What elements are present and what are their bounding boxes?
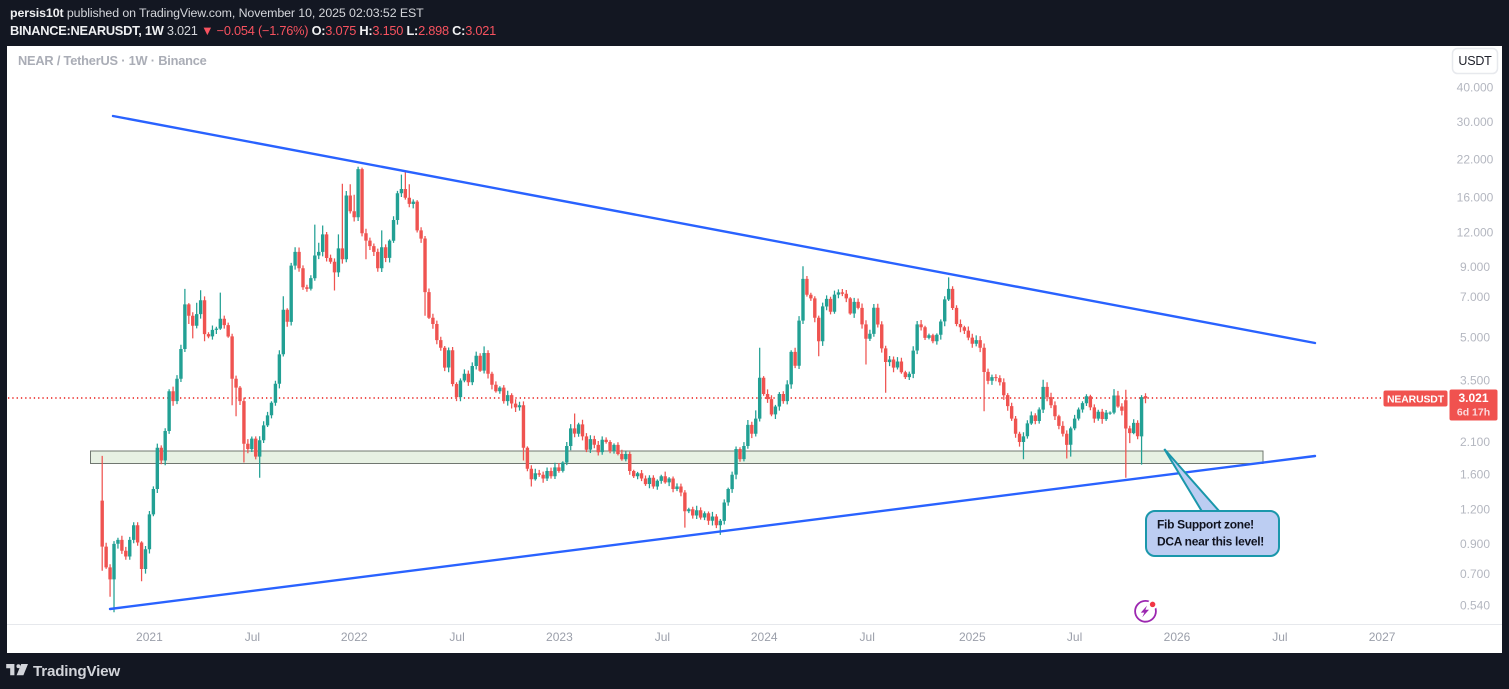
svg-text:12.000: 12.000 — [1457, 225, 1494, 239]
svg-text:Jul: Jul — [860, 630, 875, 644]
svg-text:NEAR / TetherUS · 1W · Binance: NEAR / TetherUS · 1W · Binance — [18, 53, 207, 68]
svg-text:0.900: 0.900 — [1460, 537, 1490, 551]
svg-text:16.000: 16.000 — [1457, 191, 1494, 205]
svg-text:2027: 2027 — [1369, 630, 1396, 644]
svg-text:DCA near this level!: DCA near this level! — [1157, 535, 1264, 549]
svg-text:2023: 2023 — [546, 630, 573, 644]
svg-text:7.000: 7.000 — [1460, 290, 1490, 304]
svg-text:Jul: Jul — [1067, 630, 1082, 644]
svg-text:1.200: 1.200 — [1460, 502, 1490, 516]
svg-text:2.100: 2.100 — [1460, 435, 1490, 449]
svg-text:2025: 2025 — [959, 630, 986, 644]
svg-text:3.021: 3.021 — [1458, 391, 1488, 405]
svg-text:Jul: Jul — [449, 630, 464, 644]
svg-text:persis10t published on Trading: persis10t published on TradingView.com, … — [10, 6, 424, 20]
svg-text:40.000: 40.000 — [1457, 81, 1494, 95]
svg-text:2026: 2026 — [1164, 630, 1191, 644]
svg-text:USDT: USDT — [1458, 54, 1492, 68]
svg-text:Jul: Jul — [655, 630, 670, 644]
svg-text:5.000: 5.000 — [1460, 331, 1490, 345]
svg-text:NEARUSDT: NEARUSDT — [1387, 395, 1445, 406]
svg-text:30.000: 30.000 — [1457, 115, 1494, 129]
svg-text:Jul: Jul — [245, 630, 260, 644]
svg-text:2024: 2024 — [751, 630, 778, 644]
svg-text:2022: 2022 — [341, 630, 368, 644]
svg-text:0.540: 0.540 — [1460, 598, 1490, 612]
svg-text:1.600: 1.600 — [1460, 468, 1490, 482]
svg-text:22.000: 22.000 — [1457, 152, 1494, 166]
svg-text:3.500: 3.500 — [1460, 374, 1490, 388]
svg-text:Jul: Jul — [1272, 630, 1287, 644]
svg-text:TradingView: TradingView — [33, 663, 120, 680]
svg-text:6d 17h: 6d 17h — [1457, 407, 1490, 419]
svg-text:9.000: 9.000 — [1460, 260, 1490, 274]
svg-text:Fib Support zone!: Fib Support zone! — [1157, 518, 1254, 532]
svg-text:BINANCE:NEARUSDT, 1W 3.021 ▼: BINANCE:NEARUSDT, 1W 3.021 ▼ −0.054 (−1.… — [10, 23, 496, 38]
svg-text:2021: 2021 — [136, 630, 163, 644]
svg-text:0.700: 0.700 — [1460, 567, 1490, 581]
